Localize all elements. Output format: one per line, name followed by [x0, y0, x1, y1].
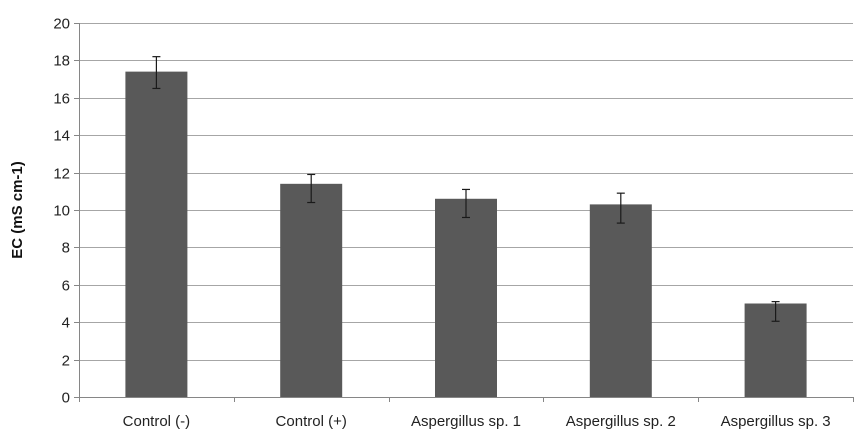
x-tick-labels: Control (-) Control (+) Aspergillus sp. 1 A… — [123, 413, 831, 430]
axes — [74, 23, 854, 402]
y-tick-label: 10 — [53, 203, 70, 220]
y-tick-label: 4 — [62, 315, 70, 332]
y-tick-label: 8 — [62, 240, 70, 257]
bar — [280, 183, 343, 397]
y-tick-label: 12 — [53, 166, 70, 183]
y-tick-label: 2 — [62, 353, 70, 370]
bar — [435, 198, 497, 397]
x-tick-label: Control (-) — [123, 413, 191, 430]
x-tick-label: Aspergillus sp. 1 — [411, 413, 521, 430]
error-bars — [152, 56, 780, 322]
y-tick-label: 18 — [53, 53, 70, 70]
y-tick-label: 14 — [53, 128, 70, 145]
y-tick-label: 20 — [53, 16, 70, 33]
y-axis-title: EC (mS cm-1) — [9, 161, 26, 259]
y-tick-label: 0 — [62, 390, 70, 407]
x-tick-label: Control (+) — [276, 413, 347, 430]
x-tick-label: Aspergillus sp. 3 — [721, 413, 831, 430]
bars — [125, 71, 807, 398]
bar — [125, 71, 188, 398]
bar — [589, 204, 652, 397]
y-tick-labels: 0 2 4 6 8 10 12 14 16 18 20 — [53, 16, 70, 407]
x-tick-label: Aspergillus sp. 2 — [566, 413, 676, 430]
y-tick-label: 16 — [53, 91, 70, 108]
y-tick-label: 6 — [62, 278, 70, 295]
